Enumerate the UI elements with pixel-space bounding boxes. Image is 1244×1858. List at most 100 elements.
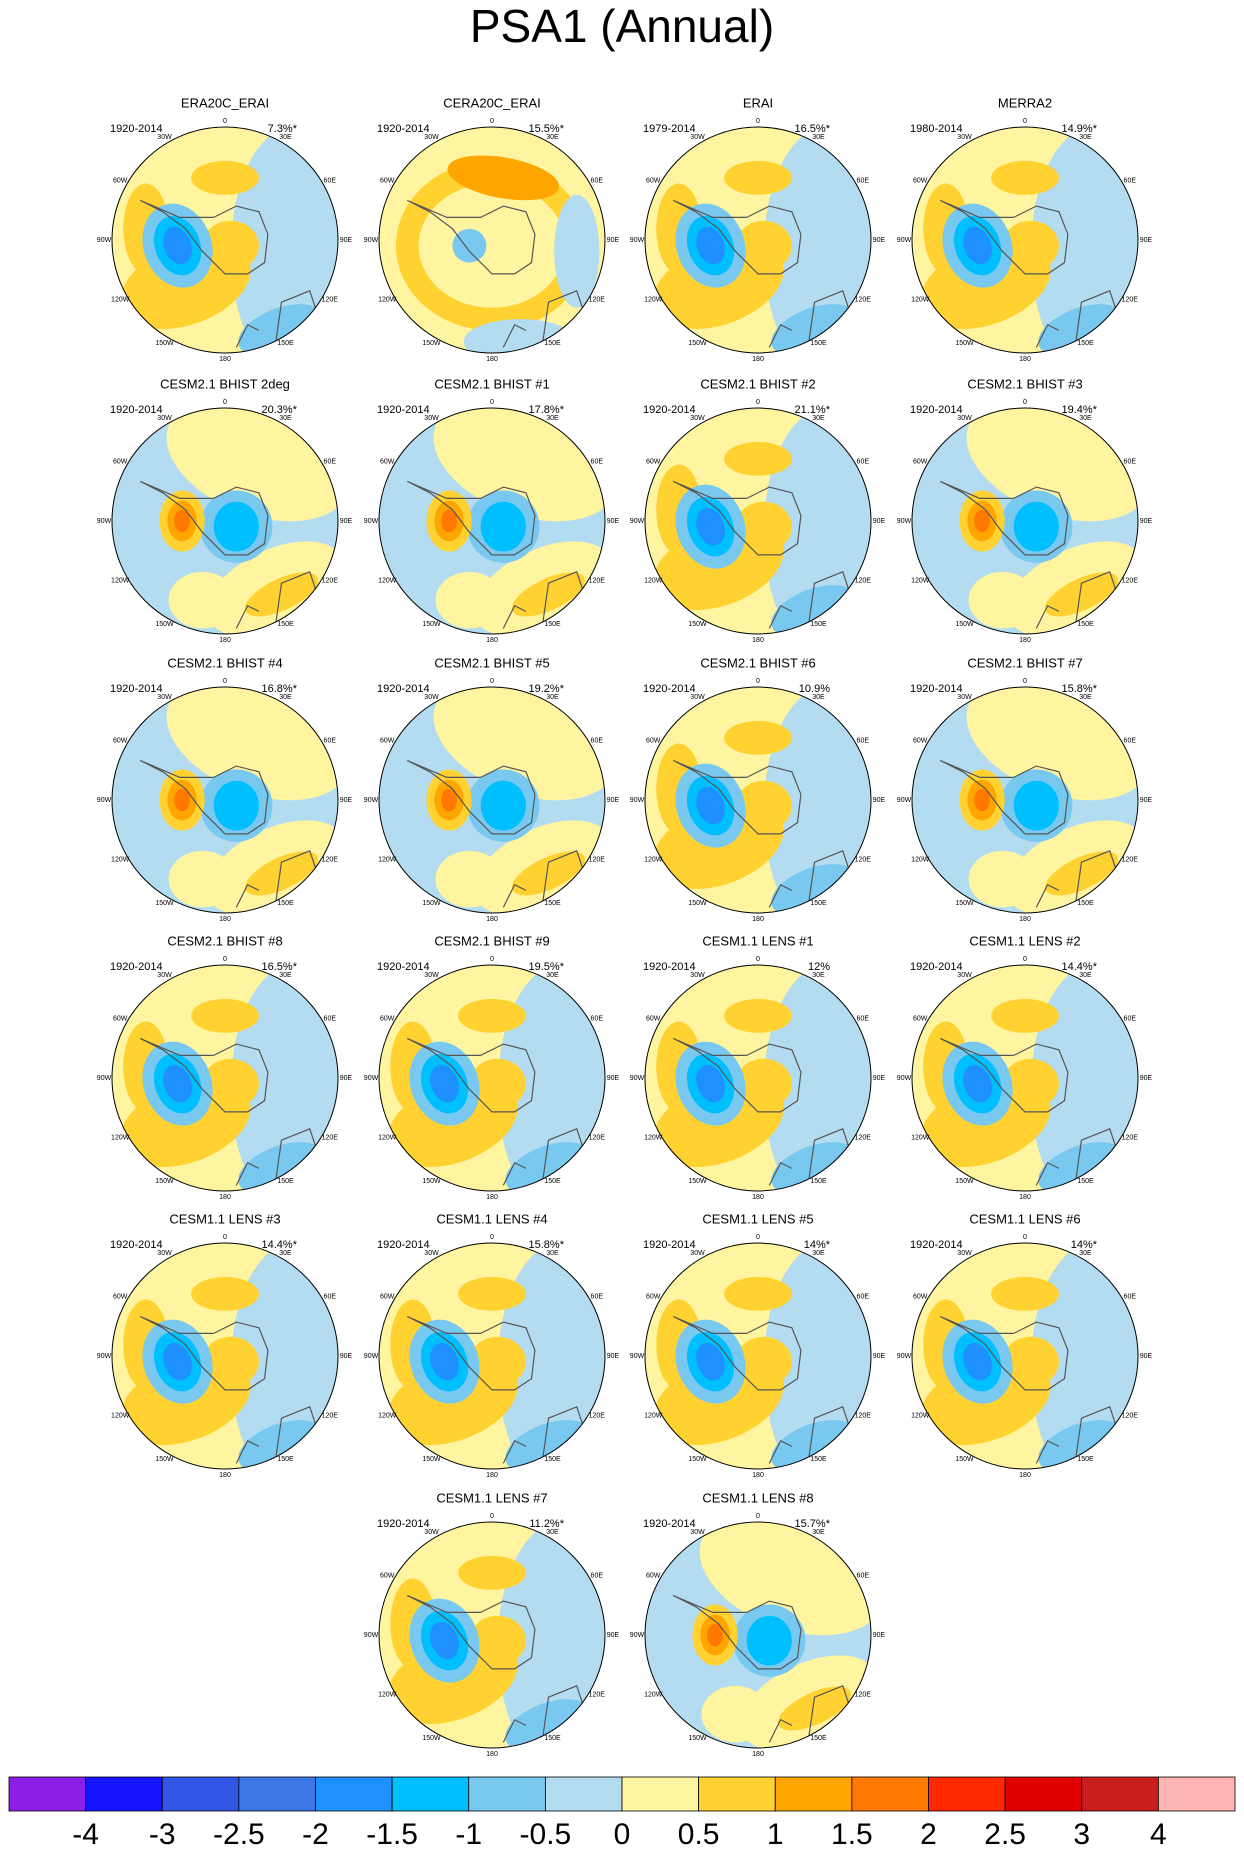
panel-period: 1920-2014: [910, 1239, 963, 1251]
lon-label: 60W: [646, 1572, 661, 1579]
lon-label: 60E: [591, 177, 604, 184]
lon-label: 30W: [690, 134, 705, 141]
lon-label: 150W: [688, 900, 707, 907]
colorbar-label: 0: [614, 1818, 631, 1851]
lon-label: 150E: [544, 621, 561, 628]
map-field: [645, 127, 871, 353]
map-border: [644, 407, 872, 635]
field-contour: [968, 571, 1037, 629]
lon-label: 180: [486, 1194, 498, 1201]
field-contour: [968, 850, 1037, 908]
lon-label: 180: [752, 1751, 764, 1758]
field-contour: [435, 571, 504, 629]
lon-label: 30E: [546, 694, 559, 701]
lon-label: 120W: [644, 577, 663, 584]
lon-label: 150E: [544, 1456, 561, 1463]
lon-label: 90E: [340, 1075, 353, 1082]
map-field: [112, 127, 338, 353]
lon-label: 0: [756, 956, 760, 963]
lon-label: 90W: [364, 1353, 379, 1360]
lon-label: 180: [486, 916, 498, 923]
lon-label: 90W: [97, 1075, 112, 1082]
lon-label: 0: [490, 118, 494, 125]
lon-label: 0: [490, 1234, 494, 1241]
field-contour: [696, 1065, 725, 1103]
field-contour: [724, 998, 792, 1033]
panel-title: ERAI: [743, 95, 773, 110]
lon-label: 120W: [111, 856, 130, 863]
lon-label: 90W: [97, 237, 112, 244]
panel-period: 1920-2014: [643, 683, 696, 695]
field-contour: [168, 571, 237, 629]
panel-period: 1920-2014: [377, 404, 430, 416]
panel-title: CESM1.1 LENS #8: [702, 1490, 813, 1505]
map-field: [645, 408, 871, 634]
map-panel: CESM2.1 BHIST #1 1920-2014 17.8%* 0 30E 60E 90…: [364, 376, 620, 644]
lon-label: 30E: [812, 1529, 825, 1536]
field-contour: [430, 1343, 459, 1381]
coastline: [1035, 1128, 1116, 1186]
map-panel: CESM1.1 LENS #2 1920-2014 14.4%* 0 30E 60E 90E…: [897, 933, 1153, 1200]
lon-label: 150E: [544, 340, 561, 347]
map-panel: CESM2.1 BHIST #2 1920-2014 21.1%* 0 30E 60E 90…: [630, 376, 886, 644]
panel-period: 1920-2014: [377, 1239, 430, 1251]
coastline: [407, 759, 536, 835]
coastline: [407, 480, 536, 556]
lon-label: 180: [752, 637, 764, 644]
coastline: [502, 1685, 583, 1743]
lon-label: 90W: [630, 518, 645, 525]
lon-label: 30E: [546, 134, 559, 141]
lon-label: 90E: [873, 1075, 886, 1082]
map-field: [112, 1243, 338, 1469]
lon-label: 0: [756, 399, 760, 406]
lon-label: 90E: [340, 518, 353, 525]
coastline: [407, 1037, 536, 1113]
map-panel: CESM2.1 BHIST #9 1920-2014 19.5%* 0 30E 60E 90…: [364, 933, 620, 1201]
field-contour: [430, 1622, 459, 1660]
colorbar-swatch: [1004, 1776, 1083, 1812]
coastline: [235, 571, 316, 629]
panel-title: CESM1.1 LENS #2: [969, 933, 1080, 948]
coastline: [502, 571, 583, 629]
lon-label: 180: [752, 1194, 764, 1201]
lon-label: 30W: [424, 1529, 439, 1536]
lon-label: 90W: [630, 237, 645, 244]
lon-label: 90E: [340, 1353, 353, 1360]
field-contour: [245, 572, 318, 617]
panel-percent: 16.5%*: [262, 961, 298, 973]
lon-label: 150W: [688, 1735, 707, 1742]
lon-label: 0: [223, 118, 227, 125]
lon-label: 120E: [855, 1134, 872, 1141]
colorbar-swatch: [928, 1776, 1006, 1812]
lon-label: 180: [219, 1194, 231, 1201]
colorbar-label: 1.5: [831, 1818, 873, 1851]
map-border: [911, 407, 1139, 635]
map-panel: CESM2.1 BHIST #3 1920-2014 19.4%* 0 30E 60E 90…: [897, 376, 1153, 643]
lon-label: 0: [756, 1513, 760, 1520]
lon-label: 90E: [873, 1353, 886, 1360]
lon-label: 30W: [157, 694, 172, 701]
panel-title: CESM2.1 BHIST #4: [167, 655, 282, 670]
panel-title: CESM1.1 LENS #1: [702, 933, 813, 948]
panel-title: CESM2.1 BHIST #9: [434, 933, 549, 948]
lon-label: 120W: [111, 1412, 130, 1419]
lon-label: 180: [486, 637, 498, 644]
map-border: [378, 1242, 606, 1470]
lon-label: 60W: [380, 737, 395, 744]
lon-label: 150E: [544, 1178, 561, 1185]
lon-label: 30E: [1079, 1250, 1092, 1257]
lon-label: 90E: [607, 797, 620, 804]
panel-period: 1920-2014: [643, 404, 696, 416]
field-contour: [452, 228, 487, 263]
field-contour: [735, 501, 792, 552]
map-border: [378, 1521, 606, 1749]
lon-label: 120E: [589, 1691, 606, 1698]
map-border: [644, 686, 872, 914]
map-border: [644, 1521, 872, 1749]
field-contour: [447, 155, 560, 201]
lon-label: 30E: [279, 694, 292, 701]
panel-percent: 15.7%*: [795, 1518, 831, 1530]
panel-period: 1920-2014: [377, 683, 430, 695]
colorbar-label: 2.5: [984, 1818, 1026, 1851]
